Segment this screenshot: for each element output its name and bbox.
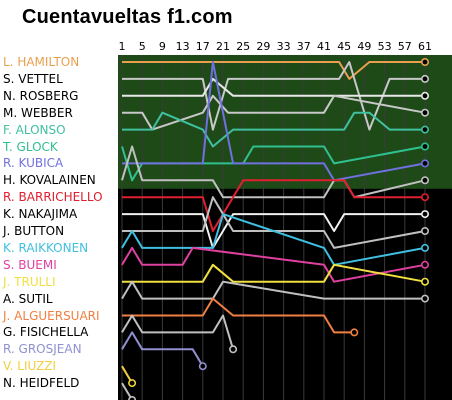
series-line-3 bbox=[122, 77, 425, 97]
series-end-marker-7 bbox=[420, 159, 429, 168]
series-line-4 bbox=[122, 94, 426, 131]
x-tick-45: 45 bbox=[337, 40, 352, 53]
x-tick-1: 1 bbox=[118, 40, 126, 53]
series-end-marker-1 bbox=[420, 57, 429, 66]
series-line-11 bbox=[122, 196, 426, 249]
x-tick-41: 41 bbox=[317, 40, 331, 53]
x-tick-5: 5 bbox=[138, 40, 146, 53]
driver-label-8: H. KOVALAINEN bbox=[3, 173, 96, 188]
series-end-marker-11 bbox=[420, 227, 429, 236]
x-tick-49: 49 bbox=[357, 40, 372, 53]
series-line-18 bbox=[121, 331, 204, 367]
series-line-16 bbox=[122, 297, 355, 334]
x-tick-17: 17 bbox=[195, 40, 210, 53]
series-end-marker-13 bbox=[420, 260, 429, 269]
series-end-marker-5 bbox=[420, 125, 429, 134]
series-end-marker-4 bbox=[420, 108, 429, 117]
series-end-marker-3 bbox=[420, 91, 429, 100]
driver-label-19: V. LIUZZI bbox=[3, 359, 57, 374]
x-tick-57: 57 bbox=[397, 40, 412, 53]
driver-label-6: T. GLOCK bbox=[3, 139, 58, 154]
series-line-15 bbox=[121, 280, 425, 300]
driver-label-13: S. BUEMI bbox=[3, 257, 57, 272]
driver-label-5: F. ALONSO bbox=[3, 122, 66, 137]
series-line-12 bbox=[121, 213, 426, 266]
driver-label-18: R. GROSJEAN bbox=[3, 342, 82, 357]
driver-label-17: G. FISICHELLA bbox=[3, 325, 89, 340]
x-tick-21: 21 bbox=[216, 40, 230, 53]
driver-label-12: K. RAIKKONEN bbox=[3, 240, 89, 255]
series-line-13 bbox=[121, 246, 426, 283]
driver-label-2: S. VETTEL bbox=[3, 71, 63, 86]
driver-label-15: A. SUTIL bbox=[3, 291, 53, 306]
x-tick-29: 29 bbox=[256, 40, 271, 53]
series-end-marker-17 bbox=[229, 345, 238, 354]
chart-title: Cuentavueltas f1.com bbox=[22, 6, 233, 28]
series-end-marker-2 bbox=[420, 74, 429, 83]
driver-label-11: J. BUTTON bbox=[3, 224, 65, 238]
x-tick-13: 13 bbox=[175, 40, 190, 53]
series-end-marker-12 bbox=[420, 243, 429, 252]
x-tick-33: 33 bbox=[276, 40, 291, 53]
series-line-17 bbox=[121, 314, 235, 350]
driver-label-20: N. HEIDFELD bbox=[3, 376, 80, 391]
driver-label-3: N. ROSBERG bbox=[3, 88, 79, 103]
driver-label-14: J. TRULLI bbox=[3, 274, 56, 289]
series-end-marker-16 bbox=[350, 328, 359, 337]
series-end-marker-10 bbox=[420, 210, 429, 219]
series-line-6 bbox=[121, 145, 426, 182]
series-line-14 bbox=[122, 263, 426, 283]
driver-label-4: M. WEBBER bbox=[3, 105, 73, 120]
series-line-10 bbox=[122, 213, 425, 249]
series-end-marker-19 bbox=[128, 379, 137, 388]
series-line-9 bbox=[122, 179, 425, 232]
driver-label-9: R. BARRICHELLO bbox=[3, 190, 103, 205]
x-tick-37: 37 bbox=[296, 40, 311, 53]
driver-label-10: K. NAKAJIMA bbox=[3, 207, 78, 222]
series-end-marker-18 bbox=[198, 362, 207, 371]
series-line-1 bbox=[122, 61, 425, 80]
series-end-marker-15 bbox=[420, 294, 429, 303]
x-tick-9: 9 bbox=[158, 40, 166, 53]
series-end-marker-8 bbox=[420, 176, 429, 185]
driver-label-7: R. KUBICA bbox=[3, 156, 64, 171]
series-end-marker-14 bbox=[420, 277, 429, 286]
driver-label-1: L. HAMILTON bbox=[3, 55, 80, 69]
series-end-marker-9 bbox=[420, 193, 429, 202]
x-tick-25: 25 bbox=[236, 40, 251, 53]
driver-label-16: J. ALGUERSUARI bbox=[3, 308, 100, 323]
x-tick-61: 61 bbox=[418, 40, 432, 53]
series-end-marker-6 bbox=[420, 142, 429, 151]
series-line-5 bbox=[122, 111, 425, 148]
x-tick-53: 53 bbox=[377, 40, 392, 53]
